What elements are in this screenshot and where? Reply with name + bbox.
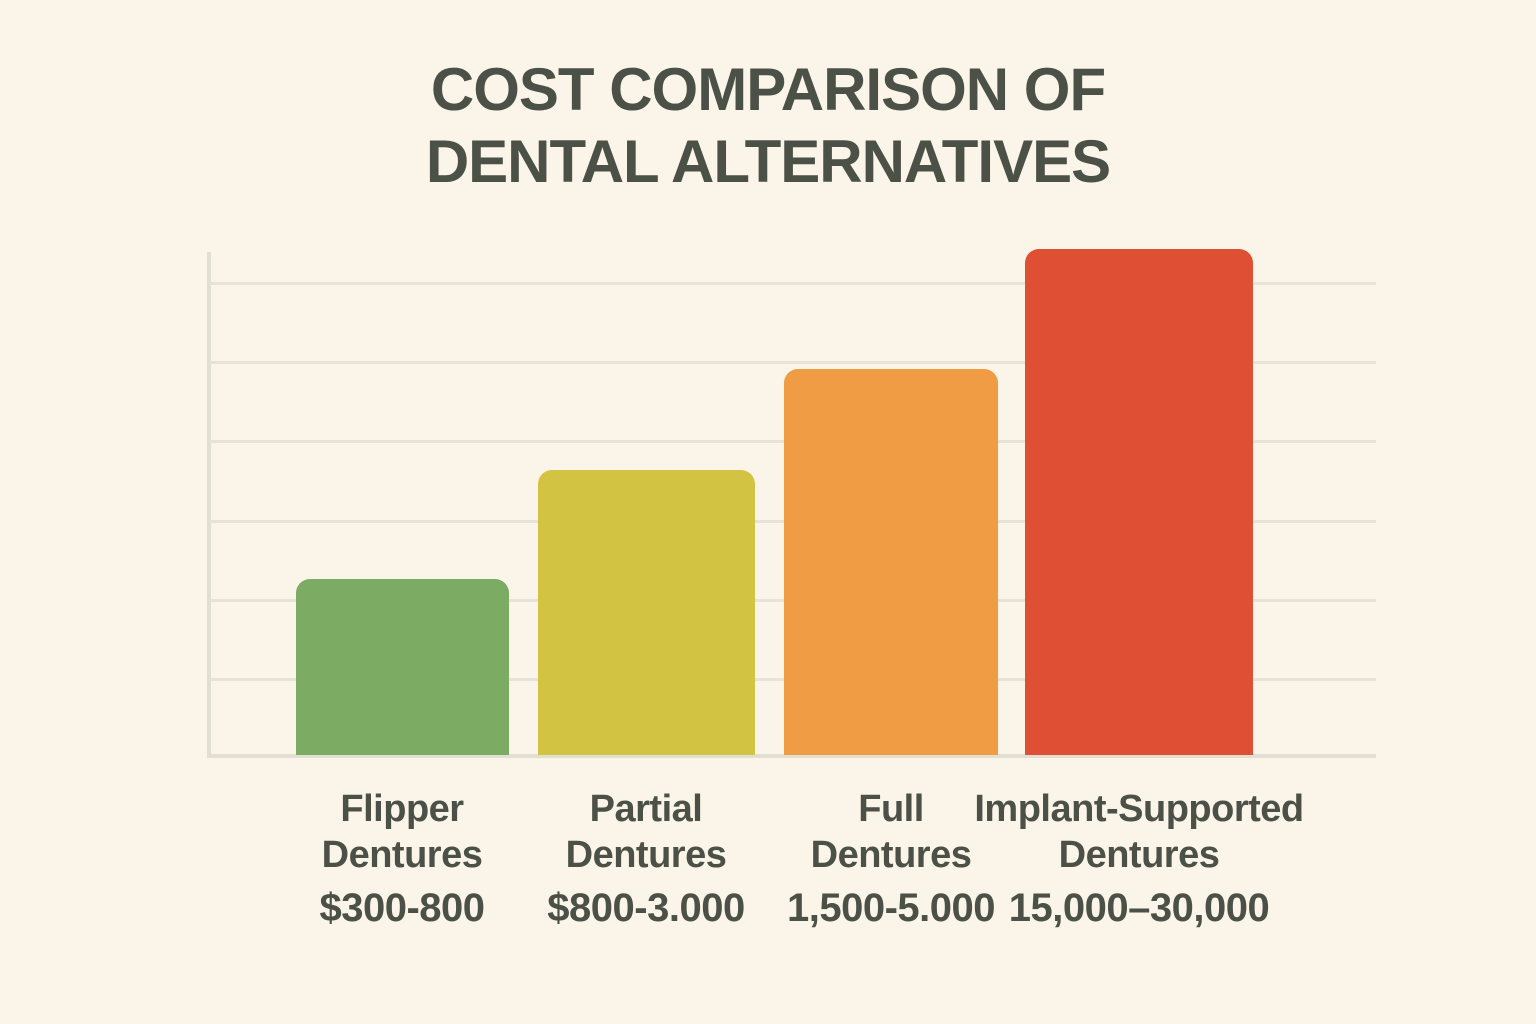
chart-title-line-2: DENTAL ALTERNATIVES (425, 128, 1111, 195)
category-label-line: Dentures (565, 834, 727, 876)
category-label: Implant-Supported Dentures (974, 786, 1304, 878)
category-label: Partial Dentures (547, 786, 744, 878)
category-label: Full Dentures (787, 786, 995, 878)
label-column: Partial Dentures $800-3.000 (547, 786, 745, 931)
price-range-label: 1,500-5.000 (786, 886, 996, 930)
category-label-line: Dentures (1058, 834, 1220, 876)
bar-partial-dentures (538, 470, 755, 755)
category-label-line: Full (858, 788, 924, 830)
category-label-line: Partial (589, 788, 703, 830)
bar-flipper-dentures (296, 579, 509, 755)
category-labels-row: Flipper Dentures $300-800 Partial Dentures $8… (0, 786, 1536, 956)
category-label-line: Flipper (340, 788, 464, 830)
category-label-line: Dentures (810, 834, 972, 876)
chart-title-line-1: COST COMPARISON OF (430, 56, 1106, 123)
label-column: Flipper Dentures $300-800 (319, 786, 485, 931)
gridline (210, 361, 1376, 364)
bar-implant-supported-dentures (1025, 249, 1253, 755)
price-range-label: $800-3.000 (547, 886, 745, 930)
plot-area (207, 249, 1376, 758)
label-column: Implant-Supported Dentures 15,000–30,000 (974, 786, 1304, 931)
gridline (210, 282, 1376, 285)
label-column: Full Dentures 1,500-5.000 (786, 786, 996, 931)
category-label: Flipper Dentures (319, 786, 484, 878)
category-label-line: Dentures (321, 834, 483, 876)
price-range-label: $300-800 (319, 886, 485, 930)
y-axis-line (207, 252, 211, 758)
category-label-line: Implant-Supported (974, 788, 1304, 830)
bar-full-dentures (784, 369, 998, 755)
price-range-label: 15,000–30,000 (1008, 886, 1270, 930)
chart-title: COST COMPARISON OF DENTAL ALTERNATIVES (0, 54, 1536, 198)
x-axis-line (207, 754, 1376, 758)
